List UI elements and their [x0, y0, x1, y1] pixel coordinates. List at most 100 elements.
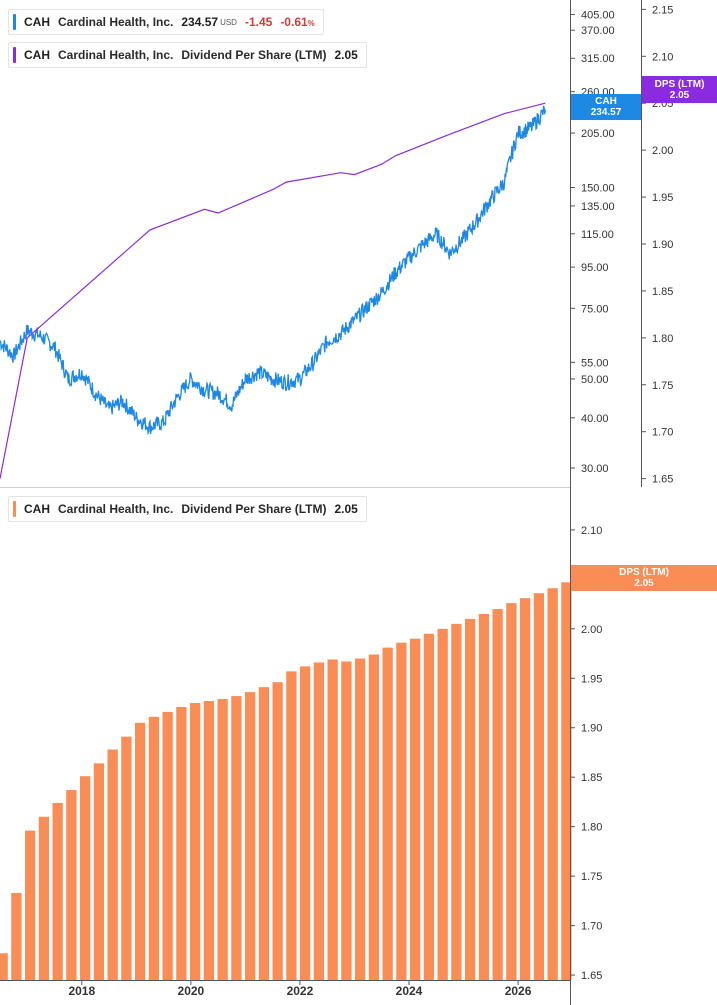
dps-bottom-legend-name: Cardinal Health, Inc. [58, 502, 174, 516]
price-tick-label: 115.00 [581, 229, 614, 241]
price-tick-label: 95.00 [581, 262, 609, 274]
price-tick-label: 30.00 [581, 463, 609, 475]
dps-tick-label: 1.75 [652, 380, 673, 392]
dps-bar-series [0, 582, 572, 980]
dps-bar [135, 722, 146, 980]
dps-bar [217, 699, 228, 980]
dps-top-legend-name: Cardinal Health, Inc. [58, 48, 174, 62]
dps-tick-label: 1.90 [652, 239, 673, 251]
year-tick-label: 2020 [178, 984, 205, 998]
dps-top-badge-value: 2.05 [669, 90, 690, 101]
price-tick-label: 315.00 [581, 53, 615, 65]
dps-bar [93, 763, 105, 980]
pct-sign: % [307, 19, 315, 28]
price-tick-label: 205.00 [581, 128, 615, 140]
price-legend-value: 234.57 [181, 15, 219, 29]
dps-bar [203, 701, 215, 980]
dps-bar [80, 776, 91, 980]
bar-tick-label: 1.75 [581, 871, 602, 883]
dps-bar [437, 628, 448, 980]
dps-bar [423, 633, 435, 980]
price-tick-label: 150.00 [581, 183, 615, 195]
dps-tick-label: 1.70 [652, 427, 673, 439]
price-tick-label: 405.00 [581, 9, 615, 21]
price-tick-label: 50.00 [581, 374, 609, 386]
dps-bar [341, 661, 352, 980]
bar-tick-label: 1.70 [581, 921, 602, 933]
price-tick-label: 135.00 [581, 201, 615, 213]
price-tick-label: 75.00 [581, 303, 609, 315]
bar-tick-label: 2.10 [581, 525, 602, 537]
price-legend[interactable]: CAH Cardinal Health, Inc. 234.57 USD -1.… [8, 9, 324, 35]
dps-tick-label: 2.15 [652, 4, 673, 16]
dps-top-badge-label: DPS (LTM) [654, 79, 705, 90]
dps-bar [25, 830, 36, 980]
dps-bar [478, 613, 490, 980]
dps-top-legend-value: 2.05 [334, 48, 358, 62]
bar-tick-label: 1.95 [581, 673, 602, 685]
axes: 405.00370.00315.00260.00205.00150.00135.… [0, 0, 673, 1005]
dps-bottom-legend-value: 2.05 [334, 502, 358, 516]
dps-bar [162, 711, 173, 980]
dps-bar [0, 953, 8, 980]
dps-line [0, 102, 546, 479]
price-badge-label: CAH [595, 96, 617, 107]
dps-bar [286, 671, 297, 980]
dps-bar [148, 716, 160, 980]
dps-bar [561, 582, 572, 980]
dps-bar [533, 593, 545, 980]
dps-bar [520, 598, 531, 980]
dps-bar [506, 603, 517, 980]
dps-bottom-badge-label: DPS (LTM) [619, 567, 669, 578]
dps-tick-label: 1.85 [652, 286, 673, 298]
dps-top-badge: DPS (LTM) 2.05 [642, 76, 717, 103]
dps-bottom-legend-metric: Dividend Per Share (LTM) [181, 502, 327, 516]
dps-top-legend[interactable]: CAH Cardinal Health, Inc. Dividend Per S… [8, 42, 367, 68]
price-badge: CAH 234.57 [571, 94, 641, 120]
dps-bottom-badge: DPS (LTM) 2.05 [571, 565, 717, 591]
price-legend-currency: USD [220, 17, 237, 27]
dps-top-legend-metric: Dividend Per Share (LTM) [181, 48, 327, 62]
dps-bar [300, 666, 311, 980]
dps-bar [327, 659, 338, 980]
bar-tick-label: 2.00 [581, 624, 602, 636]
year-tick-label: 2024 [396, 984, 423, 998]
dps-tick-label: 2.00 [652, 145, 673, 157]
price-line [0, 105, 546, 436]
dps-bar [245, 692, 256, 980]
dps-bottom-legend[interactable]: CAH Cardinal Health, Inc. Dividend Per S… [8, 496, 367, 522]
bar-tick-label: 1.90 [581, 723, 602, 735]
price-legend-change: -1.45 [244, 15, 273, 29]
dps-bar [355, 658, 366, 980]
dps-bar [368, 654, 380, 980]
dps-bar [176, 706, 187, 980]
price-badge-value: 234.57 [590, 107, 622, 118]
dps-bar [258, 687, 270, 980]
year-tick-label: 2018 [68, 984, 95, 998]
bar-tick-label: 1.80 [581, 822, 602, 834]
price-tick-label: 370.00 [581, 25, 615, 37]
price-legend-change-pct: -0.61% [280, 15, 314, 29]
dps-bar [190, 703, 201, 980]
dps-bar [121, 736, 132, 980]
dps-bar [492, 609, 503, 980]
year-tick-label: 2022 [287, 984, 314, 998]
year-tick-label: 2026 [505, 984, 532, 998]
dps-bar [52, 802, 63, 980]
dps-tick-label: 1.80 [652, 333, 673, 345]
dps-bar [66, 790, 77, 980]
dps-bar [465, 618, 476, 980]
dps-bar [396, 642, 407, 980]
dps-bar [313, 662, 325, 980]
dps-bar [38, 816, 50, 980]
dps-tick-label: 1.95 [652, 192, 673, 204]
dps-top-legend-swatch [13, 47, 16, 63]
dps-bottom-badge-value: 2.05 [634, 578, 654, 589]
price-legend-name: Cardinal Health, Inc. [58, 15, 174, 29]
dps-tick-label: 2.10 [652, 51, 673, 63]
dps-bar [11, 892, 22, 980]
change-pct-value: -0.61 [280, 15, 308, 29]
line-series [0, 102, 546, 479]
dps-bar [231, 696, 242, 980]
